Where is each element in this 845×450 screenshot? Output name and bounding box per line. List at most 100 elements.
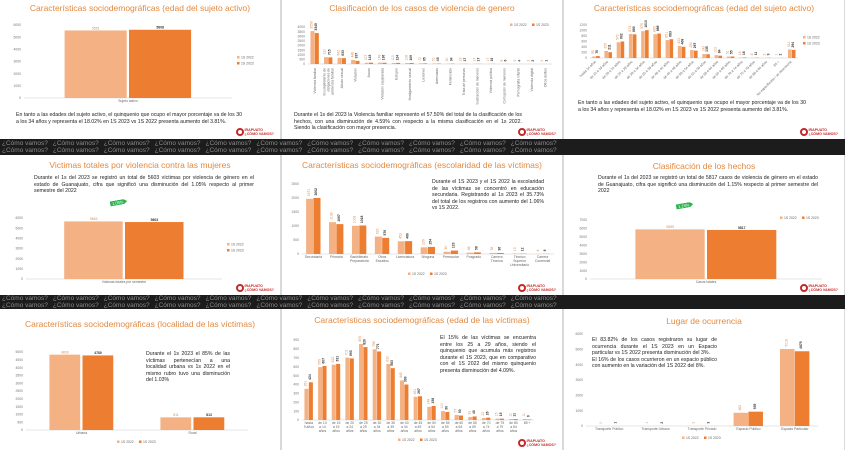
category-label-line: Comercial — [535, 259, 551, 263]
legend-swatch — [227, 249, 230, 252]
band-text: ¿Cómo vamos? — [52, 295, 99, 302]
category-label-line: Transporte Urbano — [641, 427, 669, 431]
value-label: 6 — [526, 415, 530, 417]
value-label: 576 — [383, 230, 387, 236]
logo-line1: IRAPUATO — [526, 283, 545, 288]
value-label: 1 — [645, 422, 649, 424]
y-tick-label: 4500 — [15, 358, 23, 362]
bar-2022 — [399, 380, 405, 420]
bar-2022 — [468, 417, 473, 420]
value-label: 16 — [738, 51, 742, 55]
y-tick-label: 2000 — [575, 394, 583, 398]
value-label: 874 — [628, 26, 632, 32]
category-label-line: Abuso sexual — [340, 68, 344, 89]
category-label: Victimas totales por semestre — [102, 280, 147, 284]
value-label: 17 — [472, 58, 476, 62]
y-tick-label: 0 — [303, 62, 305, 66]
value-label: 58 — [474, 246, 478, 250]
value-label: 4 — [517, 60, 521, 62]
category-label-line: Violencia familiar — [313, 67, 317, 93]
band-text: ¿Cómo vamos? — [409, 302, 455, 309]
category-label-line: de 40 — [400, 421, 409, 425]
decrease-arrow-badge: 1.15% — [676, 202, 694, 210]
value-label: 2002 — [314, 188, 318, 196]
bar-2023 — [473, 252, 481, 254]
y-tick-label: 3000 — [15, 247, 23, 251]
bar-2023 — [681, 46, 686, 58]
category-label: Posgrado — [467, 255, 482, 259]
bar-2022 — [592, 56, 596, 58]
y-tick-label: 5000 — [15, 350, 23, 354]
bar-2022 — [351, 225, 359, 254]
category-label-line: Carrera — [491, 255, 503, 259]
category-label-line: de 20 — [346, 421, 355, 425]
band-line: ¿Cómo vamos? ¿Cómo vamos? ¿Cómo vamos? ¿Cóm… — [0, 147, 845, 154]
y-tick-label: 5000 — [579, 235, 587, 239]
legend-label: 1S 2023 — [241, 62, 254, 66]
panel-text: Durante el 1s del 2023 la Violencia fami… — [294, 112, 522, 132]
category-label: Amenazas — [435, 68, 439, 84]
bar-2023 — [129, 29, 192, 98]
value-label: 4780 — [94, 351, 102, 355]
bar-2022 — [489, 252, 497, 254]
band-como-vamos: ¿Cómo vamos? ¿Cómo vamos? ¿Cómo vamos? ¿Cóm… — [0, 295, 845, 309]
logo-line2: ¿CÓMO VAMOS? — [526, 287, 556, 292]
band-text: ¿Cómo vamos? — [358, 147, 404, 154]
value-label: 149 — [377, 54, 381, 60]
category-label-line: a 34 — [374, 425, 381, 429]
category-label-line: Victimas totales por semestre — [102, 280, 147, 284]
y-tick-label: 400 — [293, 383, 299, 387]
y-tick-label: 5000 — [575, 348, 583, 352]
y-tick-label: 2500 — [297, 39, 305, 43]
legend-swatch — [420, 438, 423, 441]
y-tick-label: 700 — [293, 356, 299, 360]
value-label: 820 — [363, 339, 367, 345]
category-label-line: Transporte Privado — [688, 427, 717, 431]
category-label-line: hasta — [305, 421, 313, 425]
value-label: 5663 — [90, 217, 98, 221]
category-label: de 35 a 39 años — [386, 421, 395, 433]
category-label-line: años — [401, 429, 409, 433]
band-text: ¿Cómo vamos? — [205, 295, 252, 302]
y-tick-label: 1000 — [13, 84, 21, 88]
chart: 0 500 1000 1500 2000 2500 3000 3500 4000 4500 5000… — [15, 350, 248, 444]
logo-text: IRAPUATO ¿CÓMO VAMOS? — [245, 284, 274, 292]
bar-2023 — [313, 197, 321, 254]
y-tick-label: 600 — [293, 365, 299, 369]
chart: 0 1000 2000 3000 4000 5000 6000 7000 5885 5817 Cas… — [579, 216, 822, 284]
logo-line2: ¿CÓMO VAMOS? — [244, 131, 274, 136]
y-tick-label: 2000 — [13, 72, 21, 76]
band-text: ¿Cómo vamos? — [409, 140, 455, 147]
y-tick-label: 2000 — [579, 260, 587, 264]
bar-2022 — [160, 417, 192, 430]
category-label-line: de 35 — [386, 421, 395, 425]
category-label: Lesiones — [421, 68, 425, 82]
value-label: 433 — [677, 38, 681, 44]
value-label: 5817 — [738, 226, 746, 230]
category-label-line: Corrupción de menores — [503, 68, 507, 104]
category-label: de 45 a 49 años — [414, 421, 423, 433]
band-text: ¿Cómo vamos? — [103, 147, 150, 154]
panel-title: Características sociodemográficas (edad … — [314, 315, 530, 325]
bar-2022 — [386, 364, 391, 420]
category-label: hasta 9 años — [304, 421, 314, 429]
category-label-line: a 29 — [360, 425, 367, 429]
bar-2022 — [641, 31, 645, 58]
value-label: 630 — [386, 356, 390, 362]
bar-2022 — [677, 46, 682, 58]
bar-2023 — [349, 358, 354, 420]
bar-2023 — [445, 412, 450, 420]
bar-2023 — [382, 62, 387, 64]
value-label: 453 — [398, 233, 402, 239]
logo-icon — [235, 127, 244, 136]
bar-2022 — [604, 50, 609, 58]
value-label: 3 — [762, 54, 766, 56]
y-tick-label: 1000 — [15, 413, 23, 417]
chart: 0 1000 2000 3000 4000 5000 6000 5663 5603 Victima… — [15, 216, 243, 284]
bar-2023 — [472, 416, 477, 420]
y-tick-label: 800 — [293, 347, 299, 351]
category-label-line: Estudios — [376, 259, 389, 263]
y-tick-label: 1000 — [579, 269, 587, 273]
bar-2023 — [125, 222, 184, 279]
panel-title: Características sociodemográficas (edad … — [593, 3, 815, 13]
